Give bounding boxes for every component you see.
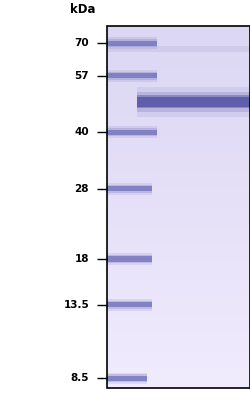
Bar — [106, 70, 156, 82]
Bar — [106, 374, 146, 382]
Bar — [136, 86, 249, 116]
Text: 40: 40 — [74, 127, 89, 137]
Bar — [106, 299, 151, 310]
Bar — [106, 185, 151, 193]
Bar — [106, 256, 151, 262]
Bar — [106, 72, 156, 80]
Text: 28: 28 — [74, 184, 89, 194]
Bar — [106, 302, 151, 308]
Text: 13.5: 13.5 — [63, 300, 89, 310]
Bar — [136, 96, 249, 106]
Text: 57: 57 — [74, 71, 89, 81]
Text: kDa: kDa — [70, 3, 95, 16]
Bar — [106, 46, 249, 52]
Bar — [106, 301, 151, 309]
Bar — [106, 128, 156, 136]
Bar — [106, 39, 156, 47]
Bar — [106, 41, 156, 46]
Bar — [106, 376, 146, 381]
Bar — [106, 255, 151, 263]
Bar — [106, 186, 151, 192]
Bar — [106, 253, 151, 265]
Text: 18: 18 — [74, 254, 89, 264]
Bar — [106, 130, 156, 135]
Text: 8.5: 8.5 — [70, 373, 89, 383]
Bar — [106, 26, 249, 388]
Bar — [136, 95, 249, 108]
Text: 70: 70 — [74, 38, 89, 48]
Bar — [136, 92, 249, 112]
Bar — [106, 38, 156, 49]
Bar — [106, 126, 156, 138]
Bar — [106, 183, 151, 194]
Bar — [106, 73, 156, 78]
Bar — [106, 373, 146, 384]
